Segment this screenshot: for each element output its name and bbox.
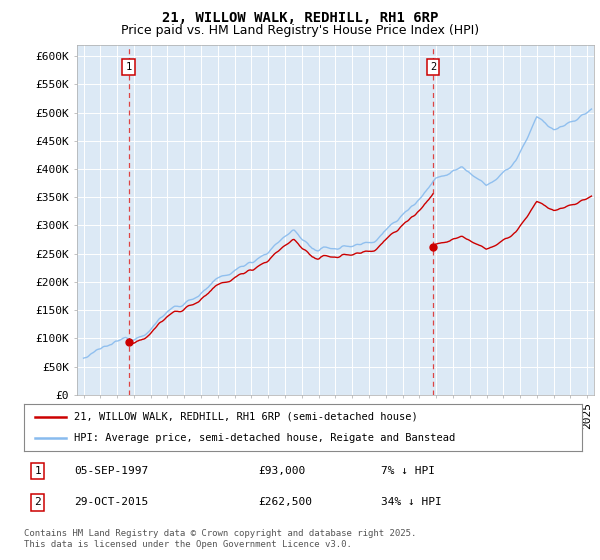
Text: 2: 2 bbox=[430, 62, 436, 72]
Text: 1: 1 bbox=[125, 62, 131, 72]
Text: 05-SEP-1997: 05-SEP-1997 bbox=[74, 466, 148, 476]
Text: HPI: Average price, semi-detached house, Reigate and Banstead: HPI: Average price, semi-detached house,… bbox=[74, 433, 455, 444]
Text: Price paid vs. HM Land Registry's House Price Index (HPI): Price paid vs. HM Land Registry's House … bbox=[121, 24, 479, 36]
Text: 1: 1 bbox=[35, 466, 41, 476]
Text: 2: 2 bbox=[35, 497, 41, 507]
Text: 7% ↓ HPI: 7% ↓ HPI bbox=[381, 466, 435, 476]
Text: 34% ↓ HPI: 34% ↓ HPI bbox=[381, 497, 442, 507]
Text: £262,500: £262,500 bbox=[259, 497, 313, 507]
Text: 21, WILLOW WALK, REDHILL, RH1 6RP (semi-detached house): 21, WILLOW WALK, REDHILL, RH1 6RP (semi-… bbox=[74, 412, 418, 422]
Text: 29-OCT-2015: 29-OCT-2015 bbox=[74, 497, 148, 507]
Text: Contains HM Land Registry data © Crown copyright and database right 2025.
This d: Contains HM Land Registry data © Crown c… bbox=[24, 529, 416, 549]
Text: £93,000: £93,000 bbox=[259, 466, 305, 476]
Text: 21, WILLOW WALK, REDHILL, RH1 6RP: 21, WILLOW WALK, REDHILL, RH1 6RP bbox=[162, 11, 438, 25]
